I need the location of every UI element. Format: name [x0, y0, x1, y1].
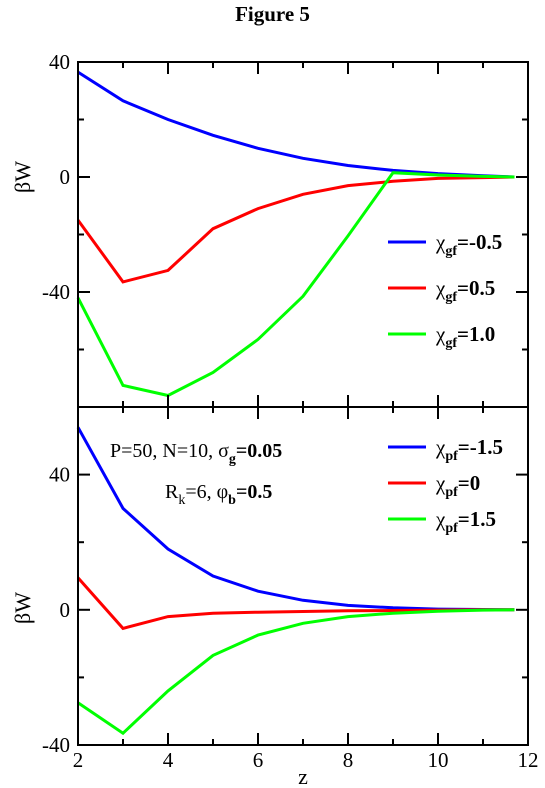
top-legend: χgf=-0.5 χgf=0.5 χgf=1.0: [388, 230, 502, 351]
top-series-group: [76, 70, 515, 398]
bottom-legend-label-2: χpf=1.5: [435, 507, 496, 536]
bottom-legend-label-1: χpf=0: [435, 471, 480, 500]
top-legend-label-1: χgf=0.5: [435, 276, 495, 305]
annotation-line2-prefix: R: [165, 481, 179, 503]
bottom-series-line-2: [77, 608, 515, 736]
annotation-line1-bold: =0.05: [236, 440, 282, 462]
xtick-label-1: 4: [163, 748, 174, 772]
xtick-label-0: 2: [73, 748, 84, 772]
annotation-line1-sub: g: [229, 452, 236, 467]
top-series-line-2: [76, 171, 515, 398]
top-ytick-label-0: 40: [49, 50, 70, 74]
annotation-line2-sub1: k: [178, 493, 185, 508]
xtick-label-2: 6: [253, 748, 264, 772]
bottom-series-line-1: [76, 576, 515, 631]
bottom-legend: χpf=-1.5 χpf=0 χpf=1.5: [388, 435, 503, 536]
bottom-legend-label-0: χpf=-1.5: [435, 435, 503, 464]
annotation-line2-sub2: b: [228, 493, 236, 508]
xtick-label-3: 8: [343, 748, 354, 772]
top-panel: 40 0 -40 βW χgf=-0.5 χgf=0.5 χgf=1.0: [10, 50, 529, 408]
annotation-line2-mid: =6, φ: [185, 481, 228, 503]
top-series-line-0: [77, 70, 515, 179]
top-series-line-1: [76, 175, 515, 284]
xtick-label-4: 10: [428, 748, 449, 772]
bottom-series-group: [76, 426, 515, 736]
top-y-axis-label: βW: [10, 161, 35, 193]
x-axis-label: z: [298, 764, 308, 788]
bottom-panel: 40 0 -402 4 6 8 10 12 βW z χpf=-1.5 χpf=0 χpf=1.5…: [10, 406, 539, 788]
annotation-line1-prefix: P=50, N=10, σ: [110, 440, 229, 462]
top-ytick-label-2: -40: [42, 280, 70, 304]
annotation-params-line2: Rk=6, φb=0.5: [165, 481, 272, 508]
bottom-ytick-label-2: -40: [42, 733, 70, 757]
top-ytick-label-1: 0: [60, 165, 71, 189]
bottom-y-axis-label: βW: [10, 592, 35, 624]
bottom-ytick-label-1: 0: [60, 598, 71, 622]
annotation-params-line1: P=50, N=10, σg=0.05: [110, 440, 282, 467]
bottom-ytick-label-0: 40: [49, 463, 70, 487]
top-legend-label-2: χgf=1.0: [435, 322, 495, 351]
xtick-label-5: 12: [518, 748, 539, 772]
figure-title: Figure 5: [235, 2, 310, 26]
top-legend-label-0: χgf=-0.5: [435, 230, 502, 259]
annotation-line2-bold: =0.5: [236, 481, 272, 503]
